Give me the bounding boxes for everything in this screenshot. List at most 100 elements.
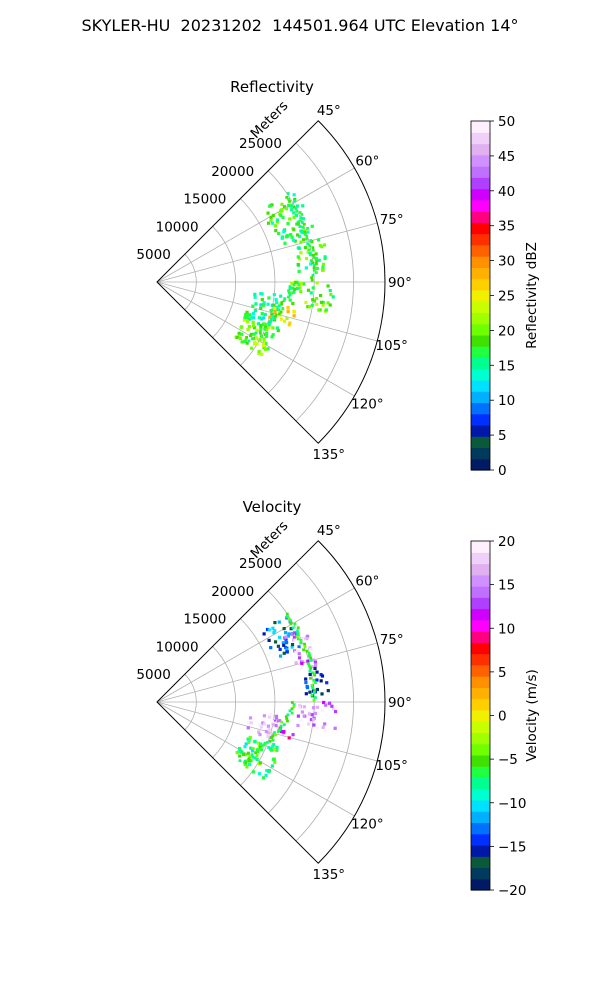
polar-panel-velocity: Velocity 5000 10000 15000 20000 25000 45° 60° 75… — [136, 498, 411, 883]
echo-cell — [295, 209, 299, 213]
echo-cell — [288, 217, 292, 221]
echo-cell — [292, 631, 297, 635]
echo-cell — [270, 335, 274, 339]
echo-cell — [258, 732, 262, 737]
echo-cell — [249, 721, 253, 725]
colorbar-segment — [471, 597, 490, 610]
echo-cell — [307, 651, 311, 655]
echo-cell — [287, 203, 291, 208]
echo-cell — [265, 627, 270, 632]
colorbar-segment — [471, 586, 490, 598]
echo-layer — [234, 192, 335, 356]
colorbar-segment — [471, 177, 490, 190]
colorbar-segment — [471, 413, 490, 426]
echo-cell — [260, 748, 264, 752]
colorbar-segment — [471, 619, 490, 632]
echo-cell — [275, 326, 280, 330]
echo-cell — [285, 615, 289, 619]
colorbar-tick-label: −10 — [498, 796, 527, 812]
echo-cell — [290, 642, 295, 647]
echo-cell — [312, 723, 316, 727]
echo-cell — [289, 233, 293, 237]
echo-cell — [305, 637, 309, 641]
echo-cell — [312, 256, 316, 260]
echo-cell — [270, 318, 273, 322]
echo-cell — [268, 204, 272, 208]
echo-cell — [258, 338, 262, 342]
echo-cell — [308, 672, 312, 677]
colorbar-tick-label: 15 — [498, 358, 515, 374]
echo-cell — [272, 303, 276, 307]
echo-cell — [280, 202, 284, 206]
range-tick-label: 15000 — [183, 612, 226, 628]
echo-cell — [287, 736, 291, 740]
echo-cell — [319, 679, 323, 683]
echo-cell — [299, 641, 303, 645]
echo-cell — [269, 215, 273, 220]
range-tick-label: 15000 — [183, 192, 226, 208]
echo-cell — [302, 648, 305, 652]
echo-cell — [249, 746, 253, 750]
echo-cell — [292, 211, 296, 215]
echo-cell — [245, 335, 248, 339]
echo-cell — [297, 269, 301, 273]
echo-cell — [331, 295, 335, 299]
echo-cell — [317, 308, 321, 312]
echo-cell — [315, 259, 319, 263]
echo-cell — [249, 332, 253, 336]
echo-cell — [248, 313, 252, 317]
echo-cell — [293, 622, 297, 626]
colorbar-segment — [471, 856, 490, 869]
echo-cell — [288, 321, 292, 325]
echo-cell — [310, 278, 314, 282]
echo-cell — [262, 340, 266, 344]
azimuth-tick-label: 135° — [313, 447, 346, 463]
echo-cell — [251, 304, 255, 308]
colorbar-segment — [471, 323, 490, 336]
echo-cell — [260, 317, 264, 321]
echo-cell — [265, 768, 269, 773]
colorbar-tick-label: 40 — [498, 184, 515, 200]
echo-cell — [286, 305, 290, 310]
echo-cell — [275, 305, 279, 309]
colorbar-segment — [471, 368, 490, 381]
echo-cell — [313, 711, 317, 716]
echo-cell — [264, 347, 268, 351]
echo-cell — [262, 632, 266, 636]
echo-cell — [240, 340, 244, 344]
echo-cell — [299, 638, 303, 642]
colorbar-segment — [471, 312, 490, 325]
colorbar-segment — [471, 878, 490, 891]
echo-cell — [297, 656, 302, 660]
echo-cell — [281, 641, 285, 645]
echo-cell — [277, 231, 281, 236]
echo-cell — [244, 753, 248, 757]
echo-cell — [294, 207, 298, 211]
colorbar-segment — [471, 267, 490, 280]
echo-cell — [300, 710, 304, 714]
echo-cell — [320, 674, 325, 678]
echo-cell — [328, 288, 332, 293]
echo-cell — [291, 238, 296, 242]
echo-cell — [280, 236, 284, 240]
echo-cell — [269, 319, 272, 323]
echo-cell — [312, 268, 316, 272]
echo-cell — [253, 292, 257, 296]
colorbar-segment — [471, 222, 490, 235]
echo-cell — [326, 284, 330, 288]
echo-cell — [301, 238, 306, 242]
echo-cell — [274, 714, 279, 718]
echo-cell — [286, 634, 290, 638]
azimuth-tick-label: 105° — [375, 338, 408, 354]
echo-cell — [260, 312, 264, 316]
echo-cell — [290, 235, 294, 239]
echo-cell — [329, 292, 333, 297]
sector-frame — [156, 120, 386, 444]
colorbar-segment — [471, 458, 490, 471]
azimuth-gridline — [156, 222, 378, 283]
echo-cell — [259, 725, 263, 729]
echo-cell — [264, 324, 268, 327]
echo-cell — [262, 337, 266, 341]
echo-cell — [310, 684, 314, 687]
